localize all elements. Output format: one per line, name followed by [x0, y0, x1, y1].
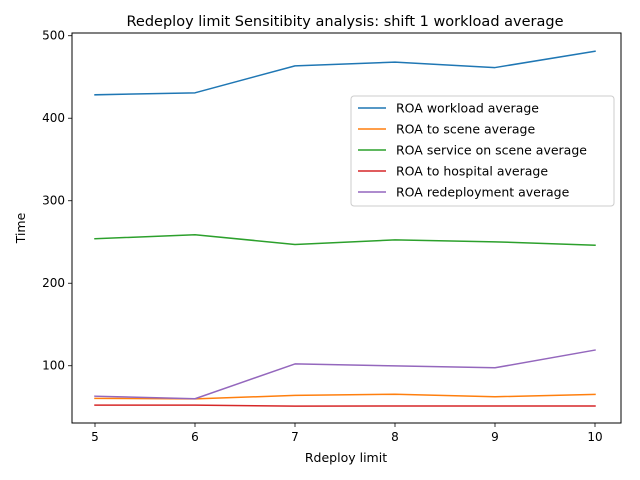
y-tick-label: 400 [42, 111, 65, 125]
y-axis-label: Time [13, 212, 28, 244]
series-line-4 [94, 349, 596, 400]
x-tick-label: 5 [91, 430, 99, 444]
legend-label-1: ROA to scene average [396, 122, 535, 137]
legend-label-4: ROA redeployment average [396, 185, 570, 200]
series-line-0 [94, 50, 596, 96]
x-tick-label: 10 [587, 430, 602, 444]
x-axis-ticks: 5 6 7 8 9 10 [91, 423, 603, 444]
chart-title: Redeploy limit Sensitibity analysis: shi… [127, 14, 564, 30]
x-tick-label: 7 [291, 430, 299, 444]
y-tick-label: 300 [42, 194, 65, 208]
x-tick-label: 6 [191, 430, 199, 444]
legend: ROA workload average ROA to scene average… [350, 95, 615, 207]
y-tick-label: 200 [42, 276, 65, 290]
x-tick-label: 8 [391, 430, 399, 444]
legend-label-2: ROA service on scene average [396, 143, 587, 158]
series-line-2 [94, 233, 596, 247]
legend-label-0: ROA workload average [396, 101, 539, 116]
x-tick-label: 9 [491, 430, 499, 444]
legend-label-3: ROA to hospital average [396, 164, 548, 179]
y-tick-label: 100 [42, 359, 65, 373]
series-line-3 [94, 404, 596, 407]
legend-box [350, 95, 615, 207]
series-lines [94, 50, 596, 407]
y-tick-label: 500 [42, 29, 65, 43]
plot-frame [71, 32, 622, 424]
y-axis-ticks: 100 200 300 400 500 [42, 29, 72, 373]
x-axis-label: Rdeploy limit [305, 450, 387, 465]
